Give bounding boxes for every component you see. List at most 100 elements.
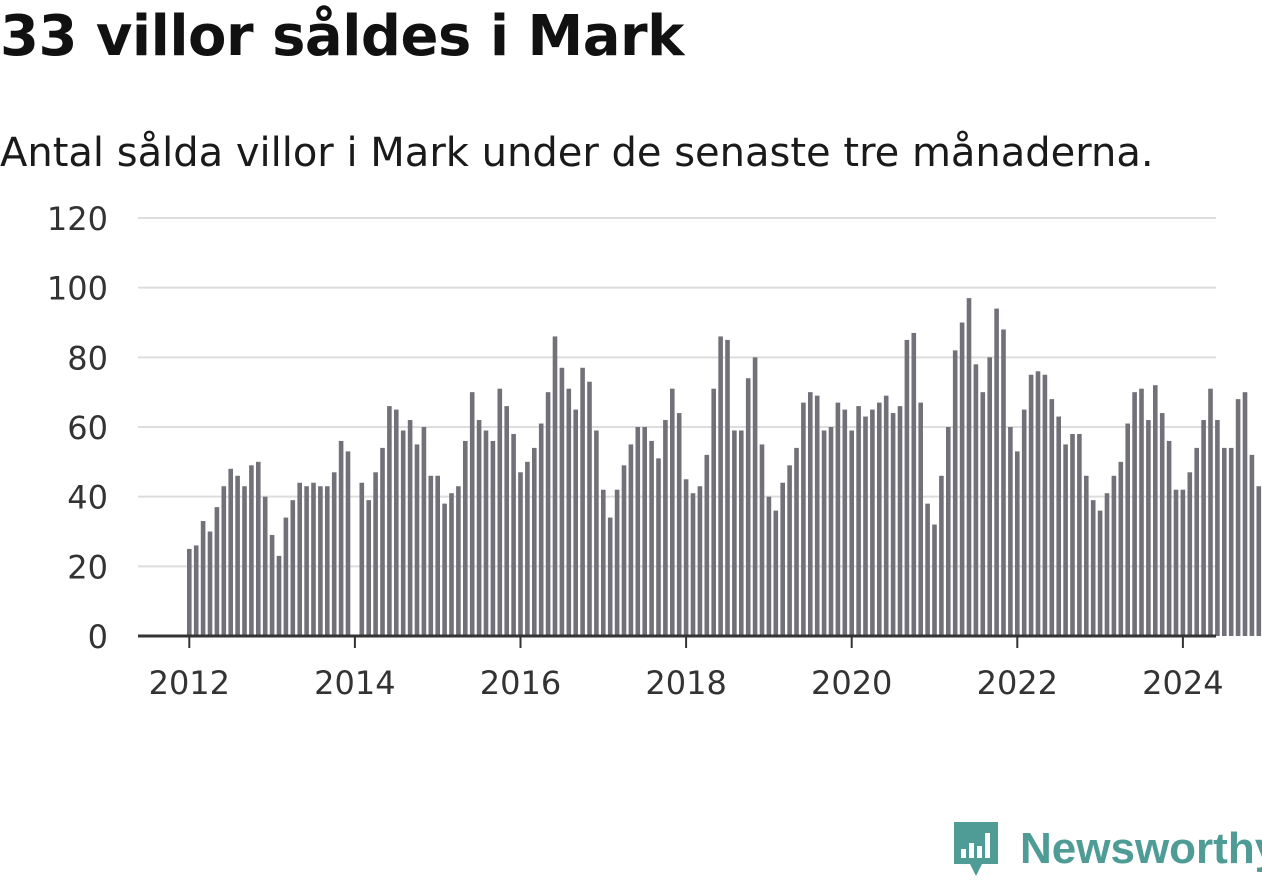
chart-title: 33 villor såldes i Mark: [0, 4, 684, 69]
bar: [863, 416, 868, 636]
newsworthy-logo[interactable]: Newsworthy: [950, 818, 1262, 880]
bar: [518, 472, 523, 636]
bar: [980, 392, 986, 636]
bar: [732, 430, 737, 636]
y-tick-label: 0: [88, 618, 108, 656]
x-tick-label: 2022: [977, 664, 1058, 702]
bar: [490, 440, 496, 636]
bar: [690, 493, 696, 636]
bar: [276, 555, 282, 636]
y-tick-label: 100: [47, 270, 108, 308]
bar: [828, 427, 834, 636]
bar: [594, 430, 599, 636]
bar: [904, 339, 910, 636]
bar: [235, 475, 240, 636]
bar: [739, 430, 744, 636]
bar: [359, 482, 365, 636]
bar: [676, 413, 682, 636]
bar: [1042, 374, 1048, 636]
bar: [952, 350, 958, 636]
bar: [752, 357, 758, 636]
bar: [304, 486, 309, 636]
bar: [442, 503, 447, 636]
bar: [1159, 413, 1165, 636]
bar: [897, 406, 903, 636]
bar: [766, 496, 772, 636]
bar: [1139, 388, 1144, 636]
bar: [890, 413, 896, 636]
bar: [249, 465, 254, 636]
bar: [1201, 420, 1206, 636]
bar: [601, 489, 606, 636]
bar: [1180, 489, 1186, 636]
bar: [1077, 433, 1082, 636]
bar: [1035, 371, 1041, 636]
bar: [290, 500, 296, 636]
bar: [1235, 399, 1241, 636]
y-tick-label: 40: [67, 479, 108, 517]
bar: [883, 395, 889, 636]
bar: [187, 548, 192, 636]
bar: [939, 475, 944, 636]
bar: [849, 430, 854, 636]
bar: [1228, 447, 1234, 636]
bar: [925, 503, 930, 636]
bar: [1153, 385, 1158, 636]
bar: [1090, 500, 1096, 636]
x-tick-label: 2012: [149, 664, 230, 702]
bar: [573, 409, 578, 636]
bar: [559, 367, 565, 636]
bar: [670, 388, 675, 636]
bar: [870, 409, 875, 636]
bar: [1132, 392, 1137, 636]
bar: [621, 465, 627, 636]
bar: [566, 388, 572, 636]
bar: [973, 364, 979, 636]
bar: [435, 475, 440, 636]
bar: [994, 308, 999, 636]
bar: [256, 461, 261, 636]
bar: [966, 298, 972, 636]
bar: [1173, 489, 1179, 636]
bar: [1104, 493, 1110, 636]
bar: [1118, 461, 1124, 636]
bar: [1028, 374, 1034, 636]
bar: [269, 534, 275, 636]
x-tick-label: 2018: [645, 664, 726, 702]
bar: [345, 451, 351, 636]
bar: [414, 444, 420, 636]
x-tick-label: 2024: [1142, 664, 1223, 702]
bar: [1125, 423, 1130, 636]
bar: [331, 472, 337, 636]
bar: [1242, 392, 1248, 636]
bar: [835, 402, 841, 636]
bar: [1111, 475, 1117, 636]
bar: [773, 510, 779, 636]
bar: [642, 427, 647, 636]
bar: [511, 433, 516, 636]
bar: [1021, 409, 1027, 636]
x-tick-label: 2016: [480, 664, 561, 702]
bar: [877, 402, 882, 636]
bar: [476, 420, 482, 636]
bar: [228, 468, 233, 636]
bar: [242, 486, 247, 636]
bar: [1063, 444, 1068, 636]
bar: [856, 406, 861, 636]
bar: [407, 420, 413, 636]
bar: [552, 336, 558, 636]
bar: [711, 388, 716, 636]
bar: [814, 395, 820, 636]
bar: [1194, 447, 1199, 636]
bar: [1084, 475, 1089, 636]
bar: [656, 458, 661, 636]
bar: [759, 444, 765, 636]
bar: [394, 409, 399, 636]
bar: [1097, 510, 1103, 636]
bar: [262, 496, 268, 636]
x-tick-label: 2014: [314, 664, 395, 702]
bar: [697, 486, 703, 636]
bar: [318, 486, 323, 636]
bar: [794, 447, 799, 636]
bar: [587, 381, 592, 636]
